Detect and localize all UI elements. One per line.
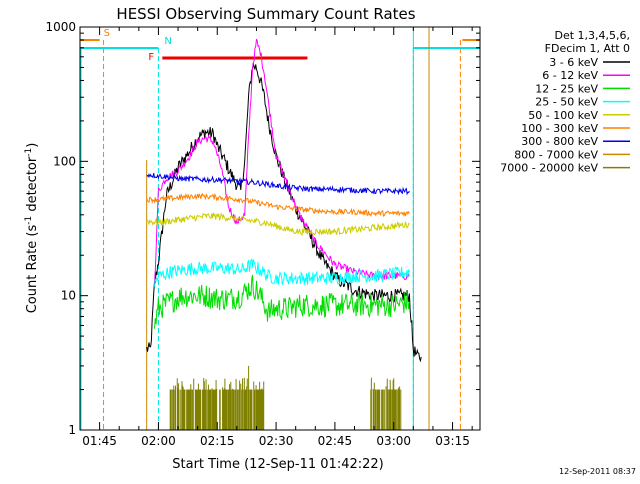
flag-label-n: N bbox=[164, 36, 171, 47]
series-1-line bbox=[154, 38, 410, 284]
axis-ticks: 01:45 02:00 02:15 02:30 02:45 03:00 03:15 1 10 10… bbox=[45, 20, 480, 448]
y-tick-label-2: 100 bbox=[53, 154, 76, 168]
x-tick-label-1: 02:00 bbox=[141, 434, 176, 448]
series-4-line bbox=[146, 212, 410, 236]
footer-timestamp: 12-Sep-2011 08:37 bbox=[559, 467, 636, 476]
y-tick-label-0: 1 bbox=[68, 423, 76, 437]
series-8-bars bbox=[169, 365, 402, 430]
legend-label-7: 800 - 7000 keV bbox=[514, 148, 598, 161]
legend-entry-6: 300 - 800 keV bbox=[521, 135, 630, 148]
y-axis-label-mid: detector bbox=[25, 156, 40, 216]
series-6-line bbox=[146, 172, 410, 196]
series-layer bbox=[146, 38, 422, 430]
legend-label-8: 7000 - 20000 keV bbox=[500, 162, 598, 175]
y-tick-label-1: 10 bbox=[61, 289, 76, 303]
legend-header-1: Det 1,3,4,5,6, bbox=[554, 29, 630, 42]
legend-entry-8: 7000 - 20000 keV bbox=[500, 162, 630, 175]
x-tick-label-3: 02:30 bbox=[259, 434, 294, 448]
series-5-line bbox=[146, 192, 410, 218]
x-tick-label-2: 02:15 bbox=[200, 434, 235, 448]
y-axis-label-sup2: -1 bbox=[24, 148, 34, 157]
legend-label-2: 12 - 25 keV bbox=[535, 82, 598, 95]
plot-frame bbox=[79, 26, 481, 431]
y-axis-label-main: Count Rate (s bbox=[25, 225, 40, 314]
legend-entry-3: 25 - 50 keV bbox=[535, 96, 630, 109]
legend-label-6: 300 - 800 keV bbox=[521, 135, 598, 148]
series-2-line bbox=[154, 274, 410, 329]
x-tick-label-0: 01:45 bbox=[82, 434, 117, 448]
y-axis-label-sup1: -1 bbox=[24, 216, 34, 225]
legend-label-1: 6 - 12 keV bbox=[542, 69, 598, 82]
flag-label-s: S bbox=[104, 28, 110, 39]
x-tick-label-4: 02:45 bbox=[318, 434, 353, 448]
legend-entry-5: 100 - 300 keV bbox=[521, 122, 630, 135]
series-3-line bbox=[154, 258, 410, 287]
y-axis-label-end: ) bbox=[25, 143, 40, 148]
y-axis-label: Count Rate (s-1 detector-1) bbox=[24, 143, 40, 314]
legend-entry-2: 12 - 25 keV bbox=[535, 82, 630, 95]
attenuator-flags: S NF bbox=[80, 27, 480, 430]
x-axis-label: Start Time (12-Sep-11 01:42:22) bbox=[172, 457, 383, 472]
legend: Det 1,3,4,5,6, FDecim 1, Att 0 3 - 6 keV… bbox=[500, 29, 630, 175]
chart-title: HESSI Observing Summary Count Rates bbox=[116, 5, 415, 23]
legend-label-4: 50 - 100 keV bbox=[528, 109, 598, 122]
y-tick-label-3: 1000 bbox=[45, 20, 76, 34]
legend-label-3: 25 - 50 keV bbox=[535, 96, 598, 109]
x-tick-label-6: 03:15 bbox=[435, 434, 470, 448]
legend-entry-0: 3 - 6 keV bbox=[549, 56, 630, 69]
legend-entry-4: 50 - 100 keV bbox=[528, 109, 630, 122]
legend-header-2: FDecim 1, Att 0 bbox=[545, 42, 630, 55]
flag-label-f: F bbox=[148, 52, 154, 63]
legend-label-5: 100 - 300 keV bbox=[521, 122, 598, 135]
x-tick-label-5: 03:00 bbox=[376, 434, 411, 448]
legend-entry-1: 6 - 12 keV bbox=[542, 69, 630, 82]
legend-entry-7: 800 - 7000 keV bbox=[514, 148, 630, 161]
legend-label-0: 3 - 6 keV bbox=[549, 56, 598, 69]
